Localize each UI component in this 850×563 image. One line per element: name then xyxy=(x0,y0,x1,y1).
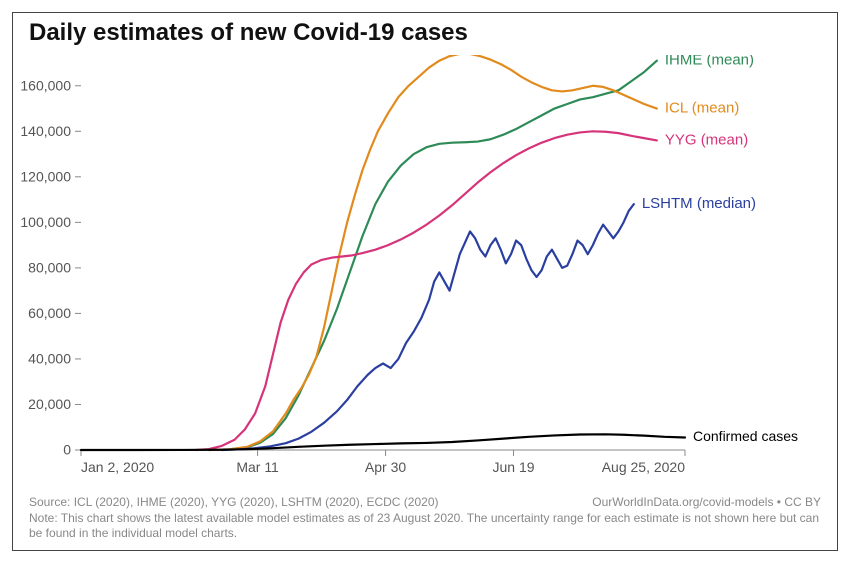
figure-frame: Daily estimates of new Covid-19 cases 0 2… xyxy=(0,0,850,563)
chart-title: Daily estimates of new Covid-19 cases xyxy=(29,19,468,47)
y-tick-label: 160,000 xyxy=(20,77,71,93)
x-tick-label: Jun 19 xyxy=(493,459,535,475)
series-label-icl: ICL (mean) xyxy=(665,99,739,116)
y-tick-label: 20,000 xyxy=(28,396,71,412)
y-tick-label: 100,000 xyxy=(20,214,71,230)
y-tick-label: 40,000 xyxy=(28,351,71,367)
series-yyg xyxy=(196,131,657,450)
y-tick-label: 120,000 xyxy=(20,169,71,185)
footer: Source: ICL (2020), IHME (2020), YYG (20… xyxy=(29,495,821,542)
y-tick-label: 140,000 xyxy=(20,123,71,139)
x-tick-label: Apr 30 xyxy=(365,459,406,475)
footer-attribution: OurWorldInData.org/covid-models • CC BY xyxy=(592,495,821,511)
series-label-lshtm: LSHTM (median) xyxy=(642,195,756,212)
plot-area: 0 20,000 40,000 60,000 80,000 100,000 120,000 1… xyxy=(13,55,837,480)
x-tick-label: Jan 2, 2020 xyxy=(81,459,154,475)
series-label-ihme: IHME (mean) xyxy=(665,55,754,69)
series-confirmed xyxy=(81,434,685,450)
chart-card: Daily estimates of new Covid-19 cases 0 2… xyxy=(12,12,838,551)
y-tick-label: 80,000 xyxy=(28,260,71,276)
footer-note: Note: This chart shows the latest availa… xyxy=(29,511,821,542)
y-tick-label: 60,000 xyxy=(28,305,71,321)
series-lshtm xyxy=(222,204,634,450)
x-tick-label: Aug 25, 2020 xyxy=(602,459,686,475)
line-chart: 0 20,000 40,000 60,000 80,000 100,000 120,000 1… xyxy=(13,55,837,482)
y-tick-label: 0 xyxy=(63,442,71,458)
series-label-confirmed: Confirmed cases xyxy=(693,428,798,444)
x-tick-label: Mar 11 xyxy=(236,459,279,475)
series-ihme xyxy=(209,61,657,450)
series-label-yyg: YYG (mean) xyxy=(665,131,748,148)
